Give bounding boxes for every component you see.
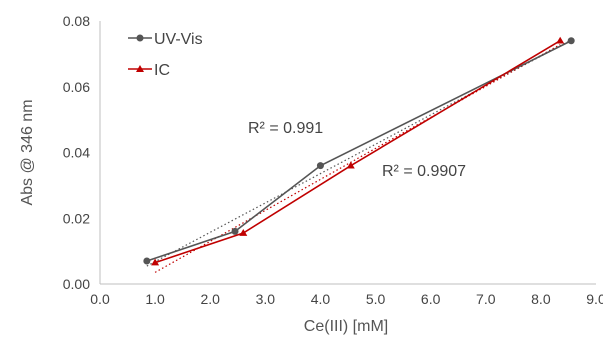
data-point-ic [346,161,355,169]
x-tick-label: 2.0 [200,291,220,307]
x-tick-label: 0.0 [90,291,110,307]
x-tick-label: 7.0 [476,291,496,307]
y-tick-label: 0.06 [63,79,90,95]
r2-annotation-uv-vis: R² = 0.991 [248,120,323,137]
data-point-uv-vis [316,162,324,170]
x-tick-label: 4.0 [311,291,331,307]
data-point-ic [239,229,248,236]
x-tick-label: 6.0 [421,291,441,307]
r2-annotation-ic: R² = 0.9907 [382,163,466,180]
y-tick-label: 0.00 [63,276,90,292]
series-line-uv-vis [146,40,572,262]
x-tick-label: 5.0 [366,291,386,307]
y-axis-title: Abs @ 346 nm [19,99,36,205]
y-tick-label: 0.02 [63,210,90,226]
y-tick-label: 0.08 [63,13,90,29]
legend-marker-uv-vis [136,34,144,42]
data-point-ic [151,258,160,266]
legend-label-ic: IC [154,62,170,79]
data-point-uv-vis [231,227,239,235]
series-line-ic [154,40,561,264]
data-point-uv-vis [567,37,575,45]
data-point-ic [556,36,565,44]
x-tick-label: 1.0 [145,291,165,307]
y-tick-label: 0.04 [63,145,90,161]
legend-marker-ic [136,65,144,72]
x-tick-label: 3.0 [256,291,276,307]
legend-label-uv-vis: UV-Vis [154,31,203,48]
x-axis-title: Ce(III) [mM] [304,318,388,335]
data-point-uv-vis [143,257,151,265]
x-tick-label: 9.0 [586,291,603,307]
x-tick-label: 8.0 [531,291,551,307]
trendline-ic [154,44,561,273]
